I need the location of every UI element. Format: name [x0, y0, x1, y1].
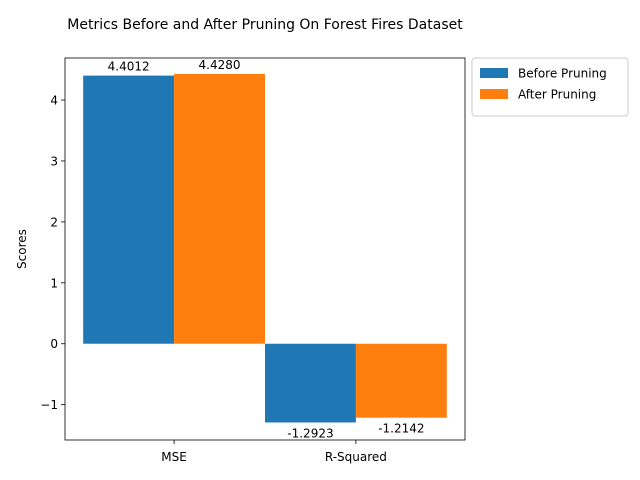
- bar: [83, 75, 175, 344]
- legend-label: Before Pruning: [518, 67, 607, 81]
- y-tick-label: 3: [50, 154, 58, 168]
- data-labels: 4.4012 -1.2923 4.4280 -1.2142: [108, 58, 425, 441]
- y-tick-label: 2: [50, 215, 58, 229]
- data-label: 4.4280: [199, 58, 241, 72]
- data-label: 4.4012: [108, 60, 150, 74]
- bar: [265, 343, 356, 423]
- legend-label: After Pruning: [518, 88, 596, 102]
- legend: Before Pruning After Pruning: [471, 57, 629, 117]
- legend-swatch: [480, 89, 508, 99]
- data-label: -1.2142: [378, 422, 424, 436]
- plot-frame: [64, 57, 466, 441]
- y-axis-label: Scores: [15, 229, 29, 269]
- y-tick-label: −1: [40, 398, 58, 412]
- y-axis: −1 0 1 2 3 4: [40, 94, 65, 412]
- bar: [174, 73, 265, 344]
- legend-swatch: [480, 68, 508, 78]
- chart-title: Metrics Before and After Pruning On Fore…: [67, 17, 463, 33]
- x-axis: MSE R-Squared: [161, 440, 387, 464]
- bar: [355, 343, 447, 418]
- plot-bars: [83, 73, 447, 423]
- y-tick-label: 1: [50, 276, 58, 290]
- y-tick-label: 0: [50, 337, 58, 351]
- legend-box: [471, 57, 629, 117]
- x-tick-label: R-Squared: [325, 450, 387, 464]
- x-tick-label: MSE: [161, 450, 187, 464]
- y-tick-label: 4: [50, 94, 58, 108]
- data-label: -1.2923: [287, 426, 333, 440]
